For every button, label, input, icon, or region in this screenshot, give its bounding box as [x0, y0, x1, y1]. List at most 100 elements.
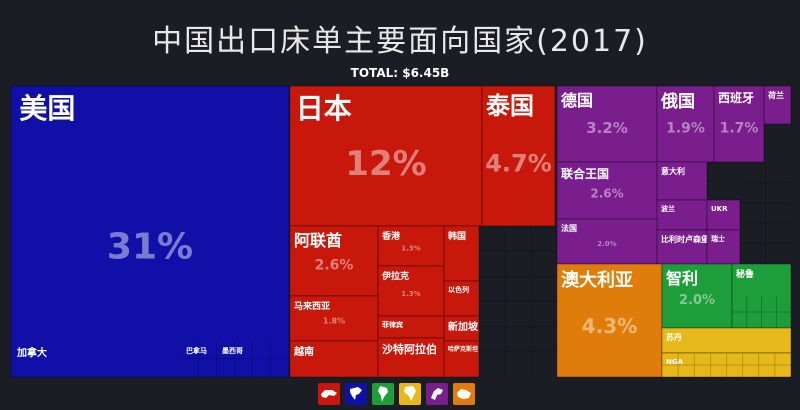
cell-rect — [377, 337, 445, 378]
cell-rect — [556, 161, 658, 220]
cell-rect — [656, 161, 708, 201]
cell-e6b3b0e59bbd[interactable]: 泰国 4.7% — [481, 85, 556, 227]
cell-e998bfe88194e9858b[interactable]: 阿联酋 2.6% — [289, 225, 379, 297]
cell-share: 12% — [345, 144, 426, 184]
cell-ukr[interactable]: UKR — [706, 199, 741, 231]
cell-e7919ee5a3ab[interactable]: 瑞士 — [706, 229, 741, 265]
cell-e4bf84e59bbd[interactable]: 俄国 1.9% — [656, 85, 715, 163]
cell-e699bae588a9[interactable]: 智利 2.0% — [661, 263, 733, 329]
cell-share: 2.6% — [590, 187, 623, 201]
cell-e59388e890a8e5858be696afe59da6[interactable]: 哈萨克斯坦 — [443, 340, 480, 378]
cell-rect — [763, 85, 792, 125]
cell-share: 1.3% — [401, 244, 420, 252]
cell-rect — [706, 229, 741, 265]
cell-name: 波兰 — [661, 204, 675, 213]
cell-e88db7e585b0[interactable]: 荷兰 — [763, 85, 792, 125]
africa-icon[interactable] — [399, 383, 421, 405]
cell-e88194e59088e78e8be59bbd[interactable]: 联合王国 2.6% — [556, 161, 658, 220]
cell-e8a5bfe78fade78999[interactable]: 西班牙 1.7% — [713, 85, 765, 163]
cell-name: 智利 — [666, 269, 698, 288]
cell-share: 1.7% — [720, 121, 759, 137]
cell-rect — [289, 295, 379, 342]
chart-total: TOTAL: $6.45B — [350, 66, 450, 80]
oceania-icon[interactable] — [453, 383, 475, 405]
cell-name-e5b7b4e68bbfe9a9ac: 巴拿马 — [186, 346, 207, 355]
cell-e4bc8ae68b89e5858b[interactable]: 伊拉克 1.3% — [377, 265, 445, 317]
cell-name: 德国 — [561, 91, 593, 110]
cell-name: 法国 — [561, 223, 577, 233]
cell-name-e5a2a8e8a5bfe593a5: 墨西哥 — [222, 346, 243, 355]
cell-name: 沙特阿拉伯 — [382, 342, 437, 356]
cell-rect — [661, 352, 792, 378]
cell-rect — [731, 263, 792, 329]
cell-rect — [289, 340, 379, 378]
south-america-icon[interactable] — [372, 383, 394, 405]
cell-e696b0e58aa0e59da1[interactable]: 新加坡 — [443, 315, 480, 342]
cell-rect — [656, 229, 708, 265]
cell-rect — [10, 85, 290, 378]
cell-name: 瑞士 — [711, 234, 725, 243]
asia-icon[interactable] — [318, 383, 340, 405]
cell-name: 俄国 — [660, 91, 695, 112]
cell-e6848fe5a4a7e588a9[interactable]: 意大利 — [656, 161, 708, 201]
cell-share: 3.2% — [586, 119, 628, 137]
cell-name: 澳大利亚 — [561, 269, 633, 291]
cell-share: 1.3% — [401, 290, 420, 298]
cell-rect — [661, 327, 792, 354]
chart-title: 中国出口床单主要面向国家(2017) — [152, 24, 648, 59]
cell-share: 1.9% — [666, 121, 705, 137]
cell-e697a5e69cac[interactable]: 日本 12% — [289, 85, 483, 227]
cell-name: 韩国 — [448, 230, 466, 242]
cell-e5beb7e59bbd[interactable]: 德国 3.2% — [556, 85, 658, 163]
cell-e88b8fe4b8b9[interactable]: 苏丹 — [661, 327, 792, 354]
cell-rect — [443, 280, 480, 317]
cell-e88fb2e5be8be5aebe[interactable]: 菲律宾 — [377, 315, 445, 339]
region-legend — [318, 383, 475, 405]
cell-name: 意大利 — [661, 166, 685, 176]
cell-name: 哈萨克斯坦 — [448, 345, 478, 353]
cell-name: 美国 — [19, 92, 75, 125]
cell-name: 秘鲁 — [736, 268, 754, 280]
cell-name: 马来西亚 — [294, 300, 330, 312]
cell-rect — [443, 340, 480, 378]
cell-name: 以色列 — [448, 285, 469, 294]
cell-e4bba5e889b2e58897[interactable]: 以色列 — [443, 280, 480, 317]
cell-name: 香港 — [381, 230, 401, 242]
cell-e6af94e588a9e697b6e58da2e6a3aee5a0a1[interactable]: 比利时卢森堡 — [656, 229, 709, 265]
cell-name: 越南 — [293, 345, 314, 358]
cell-name: 泰国 — [486, 92, 534, 120]
cell-e6b299e789b9e998bfe68b89e4bcaf[interactable]: 沙特阿拉伯 — [377, 337, 445, 378]
cell-rect — [706, 199, 741, 231]
cell-share: 4.7% — [485, 149, 552, 177]
cell-name: 苏丹 — [666, 332, 682, 342]
cell-e8b68ae58d97[interactable]: 越南 — [289, 340, 379, 378]
cell-name-e58aa0e68bbfe5a4a7: 加拿大 — [16, 346, 47, 359]
cell-name: 新加坡 — [448, 320, 479, 333]
cell-name: 日本 — [296, 92, 352, 125]
cell-e99fa9e59bbd[interactable]: 韩国 — [443, 225, 480, 282]
cell-e6beb3e5a4a7e588a9e4ba9a[interactable]: 澳大利亚 4.3% — [556, 263, 663, 378]
north-america-icon[interactable] — [345, 383, 367, 405]
cell-share: 4.3% — [582, 314, 637, 338]
cell-e7a798e9b281[interactable]: 秘鲁 — [731, 263, 792, 329]
cell-e6b395e59bbd[interactable]: 法国 2.0% — [556, 218, 658, 265]
cell-e9a699e6b8af[interactable]: 香港1.3% — [377, 225, 445, 267]
europe-icon[interactable] — [426, 383, 448, 405]
cell-name: 菲律宾 — [382, 320, 403, 329]
cell-rect — [443, 315, 480, 342]
cell-name: NGA — [666, 358, 684, 366]
cell-share: 1.8% — [323, 317, 345, 326]
cell-name: 比利时卢森堡 — [661, 234, 709, 244]
cell-rect — [713, 85, 765, 163]
cell-e7be8ee59bbd[interactable]: 美国 31% — [10, 85, 290, 378]
cell-e6b3a2e585b0[interactable]: 波兰 — [656, 199, 708, 231]
cell-e9a9ace69da5e8a5bfe4ba9a[interactable]: 马来西亚 1.8% — [289, 295, 379, 342]
cell-share: 2.0% — [679, 293, 715, 308]
cell-name: UKR — [711, 205, 728, 213]
cell-nga[interactable]: NGA — [661, 352, 792, 378]
cell-rect — [481, 85, 556, 227]
cell-share: 31% — [107, 227, 193, 268]
cell-share: 2.0% — [597, 240, 616, 248]
cell-name: 联合王国 — [561, 166, 609, 181]
